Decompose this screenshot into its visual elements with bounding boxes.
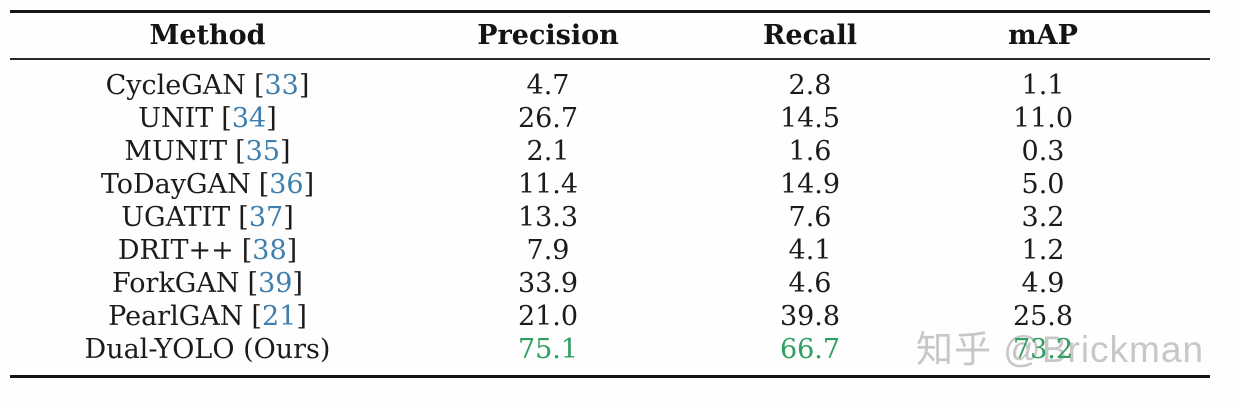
citation-link[interactable]: 39 xyxy=(258,268,293,299)
method-cell: ForkGAN [39] xyxy=(10,268,405,299)
map-cell: 11.0 xyxy=(1012,103,1074,134)
citation-close-bracket: ] xyxy=(292,268,303,299)
table-row: PearlGAN [21] 21.0 39.8 25.8 xyxy=(10,300,1210,333)
method-name: UGATIT xyxy=(121,202,231,233)
citation-link[interactable]: 34 xyxy=(231,103,267,134)
precision-cell: 11.4 xyxy=(517,169,579,200)
method-cell: DRIT++ [38] xyxy=(10,235,405,266)
map-cell: 73.2 xyxy=(1012,334,1074,365)
recall-cell: 1.6 xyxy=(788,136,832,167)
citation: [38] xyxy=(242,235,297,266)
citation-open-bracket: [ xyxy=(221,103,232,134)
map-cell: 0.3 xyxy=(1021,136,1065,167)
citation-open-bracket: [ xyxy=(238,202,249,233)
method-name: Dual-YOLO (Ours) xyxy=(84,334,331,365)
recall-cell: 4.6 xyxy=(788,268,832,299)
citation-close-bracket: ] xyxy=(286,235,298,266)
citation: [39] xyxy=(248,268,303,299)
citation-close-bracket: ] xyxy=(296,301,307,332)
table-row: MUNIT [35] 2.1 1.6 0.3 xyxy=(10,135,1210,168)
table-body: CycleGAN [33] 4.7 2.8 1.1 UNIT [34] 26.7 1… xyxy=(10,60,1210,375)
citation-link[interactable]: 38 xyxy=(252,235,287,266)
citation-close-bracket: ] xyxy=(303,169,315,200)
precision-cell: 26.7 xyxy=(517,103,579,134)
precision-cell: 2.1 xyxy=(526,136,570,167)
column-header-precision: Precision xyxy=(477,20,619,51)
method-name: CycleGAN xyxy=(105,70,246,101)
table-row-ours: Dual-YOLO (Ours) 75.1 66.7 73.2 xyxy=(10,333,1210,366)
table-row: UNIT [34] 26.7 14.5 11.0 xyxy=(10,102,1210,135)
map-cell: 4.9 xyxy=(1021,268,1065,299)
recall-cell: 14.9 xyxy=(779,169,841,200)
recall-cell: 2.8 xyxy=(788,70,832,101)
precision-cell: 21.0 xyxy=(517,301,579,332)
citation: [35] xyxy=(235,136,290,167)
zhihu-watermark: 知乎 @Brickman xyxy=(916,330,1204,370)
map-cell: 25.8 xyxy=(1012,301,1074,332)
method-name: ToDayGAN xyxy=(100,169,251,200)
method-cell: ToDayGAN [36] xyxy=(10,169,405,200)
citation-close-bracket: ] xyxy=(298,70,310,101)
results-table: Method Precision Recall mAP CycleGAN [33]… xyxy=(10,10,1210,378)
column-header-method: Method xyxy=(149,20,266,51)
column-header-map: mAP xyxy=(1008,20,1078,51)
recall-cell: 39.8 xyxy=(779,301,841,332)
method-cell: Dual-YOLO (Ours) xyxy=(10,334,405,365)
precision-cell: 75.1 xyxy=(517,334,579,365)
citation: [37] xyxy=(238,202,293,233)
method-cell: UGATIT [37] xyxy=(10,202,405,233)
map-cell: 5.0 xyxy=(1021,169,1065,200)
citation-link[interactable]: 37 xyxy=(248,202,284,233)
method-name: MUNIT xyxy=(124,136,228,167)
citation: [34] xyxy=(221,103,276,134)
map-cell: 1.1 xyxy=(1021,70,1065,101)
method-name: ForkGAN xyxy=(112,268,240,299)
citation-open-bracket: [ xyxy=(253,70,265,101)
table-header-row: Method Precision Recall mAP xyxy=(10,13,1210,60)
recall-cell: 14.5 xyxy=(779,103,841,134)
citation-open-bracket: [ xyxy=(247,268,259,299)
precision-cell: 7.9 xyxy=(526,235,570,266)
table-row: CycleGAN [33] 4.7 2.8 1.1 xyxy=(10,69,1210,102)
citation-link[interactable]: 33 xyxy=(264,70,299,101)
table-row: ToDayGAN [36] 11.4 14.9 5.0 xyxy=(10,168,1210,201)
citation: [21] xyxy=(251,301,306,332)
citation-link[interactable]: 21 xyxy=(261,301,297,332)
table-row: UGATIT [37] 13.3 7.6 3.2 xyxy=(10,201,1210,234)
citation-close-bracket: ] xyxy=(280,136,291,167)
citation-open-bracket: [ xyxy=(235,136,246,167)
method-cell: CycleGAN [33] xyxy=(10,70,405,101)
citation-link[interactable]: 35 xyxy=(245,136,281,167)
citation-open-bracket: [ xyxy=(258,169,270,200)
citation-open-bracket: [ xyxy=(251,301,262,332)
method-cell: PearlGAN [21] xyxy=(10,301,405,332)
method-name: PearlGAN xyxy=(108,301,244,332)
citation: [36] xyxy=(259,169,314,200)
precision-cell: 4.7 xyxy=(526,70,570,101)
citation-open-bracket: [ xyxy=(241,235,253,266)
recall-cell: 66.7 xyxy=(779,334,841,365)
map-cell: 3.2 xyxy=(1021,202,1065,233)
column-header-recall: Recall xyxy=(762,20,858,51)
method-cell: UNIT [34] xyxy=(10,103,405,134)
method-name: DRIT++ xyxy=(117,235,234,266)
precision-cell: 33.9 xyxy=(517,268,579,299)
precision-cell: 13.3 xyxy=(517,202,579,233)
citation: [33] xyxy=(254,70,309,101)
recall-cell: 4.1 xyxy=(788,235,832,266)
map-cell: 1.2 xyxy=(1021,235,1065,266)
method-cell: MUNIT [35] xyxy=(10,136,405,167)
watermark-text: 知乎 @Brickman xyxy=(916,329,1205,370)
citation-close-bracket: ] xyxy=(283,202,294,233)
recall-cell: 7.6 xyxy=(788,202,832,233)
citation-close-bracket: ] xyxy=(266,103,277,134)
table-row: DRIT++ [38] 7.9 4.1 1.2 xyxy=(10,234,1210,267)
method-name: UNIT xyxy=(138,103,214,134)
table-row: ForkGAN [39] 33.9 4.6 4.9 xyxy=(10,267,1210,300)
citation-link[interactable]: 36 xyxy=(269,169,304,200)
